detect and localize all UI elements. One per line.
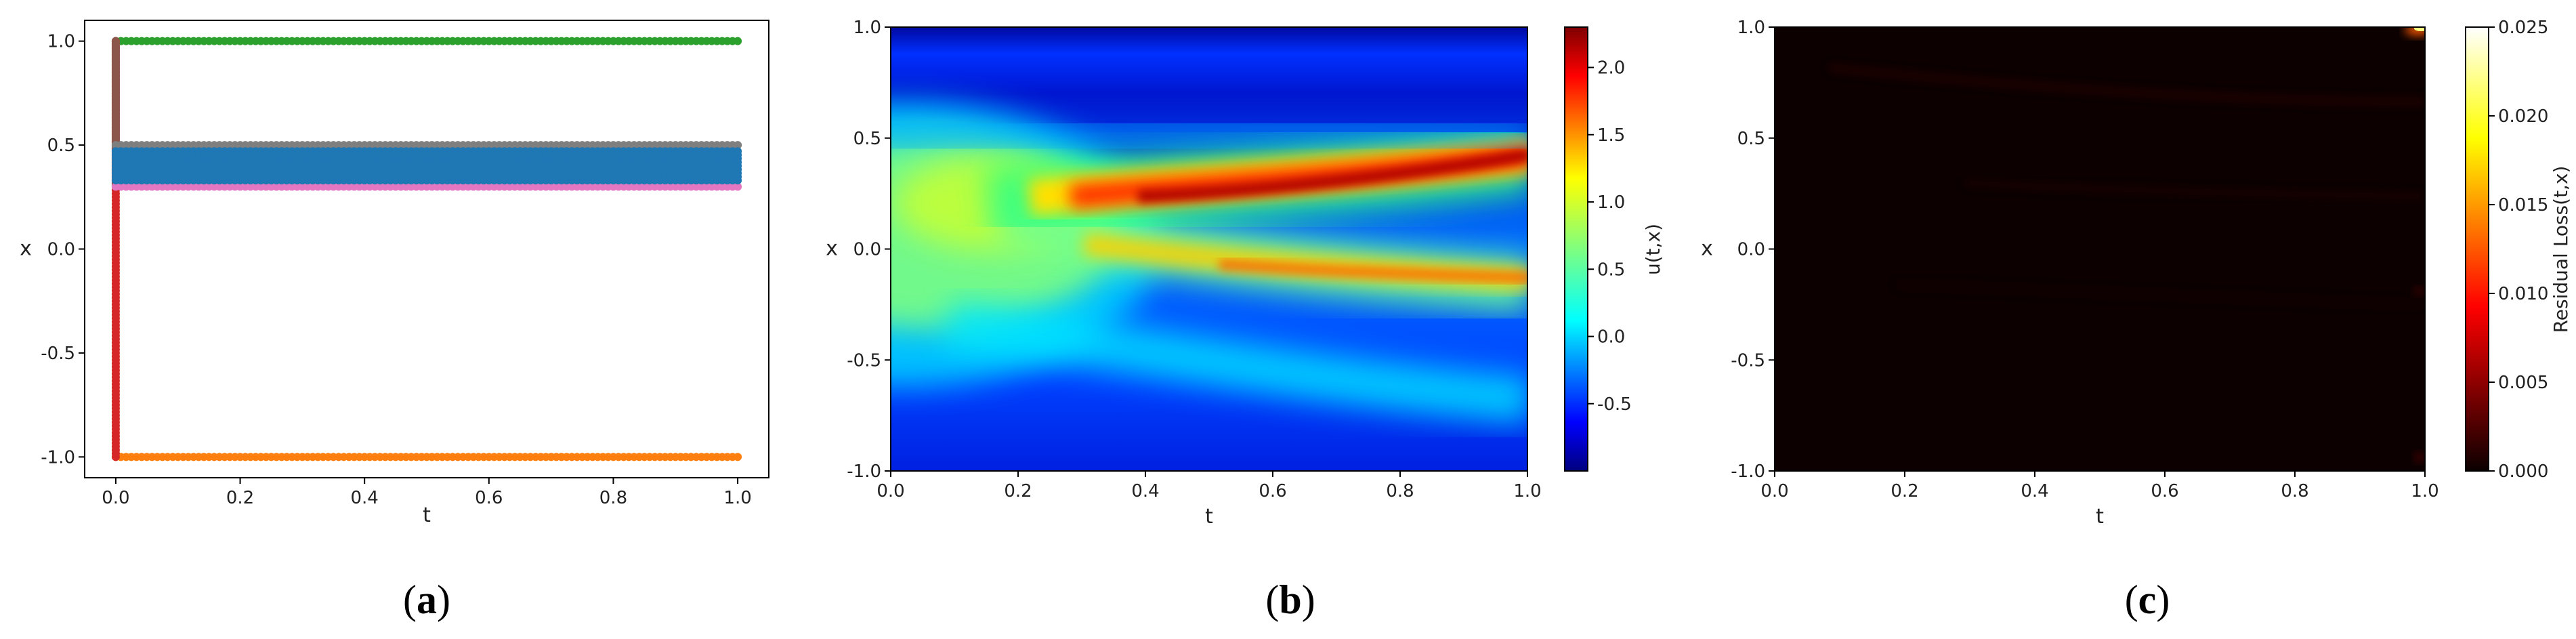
scatter-point <box>734 453 742 461</box>
panel-a-y-ticks: -1.0 -0.5 0.0 0.5 1.0 <box>41 32 85 468</box>
x-tick-label: 0.2 <box>226 488 254 508</box>
x-tick-label: 1.0 <box>1513 481 1541 501</box>
panel-c-label: (c) <box>2125 577 2170 622</box>
panel-c-xlabel: t <box>2096 505 2104 529</box>
y-tick-label: 0.0 <box>1737 240 1765 260</box>
series-orange-hline <box>111 453 742 461</box>
scatter-point <box>734 141 742 150</box>
x-tick-label: 0.8 <box>1386 481 1414 501</box>
colorbar-tick-label: 1.5 <box>1597 125 1625 146</box>
panel-c-colorbar <box>2465 26 2489 472</box>
y-tick-label: -1.0 <box>847 461 881 482</box>
x-tick-label: 0.0 <box>1760 481 1788 501</box>
panel-b-colorbar-label: u(t,x) <box>1642 224 1664 275</box>
panel-b-x-ticks: 0.0 0.2 0.4 0.6 0.8 1.0 <box>877 471 1542 501</box>
colorbar-tick-label: 0.005 <box>2498 373 2548 393</box>
panel-a-ylabel: x <box>20 237 32 261</box>
x-tick-label: 0.6 <box>475 488 503 508</box>
panel-b-heatmap: 0.0 0.2 0.4 0.6 0.8 1.0 -1.0 -0.5 0.0 0.5 1.0 t x… <box>826 18 1664 529</box>
colorbar-tick-label: 2.0 <box>1597 58 1625 79</box>
x-tick-label: 0.4 <box>1131 481 1159 501</box>
colorbar-tick-label: 0.5 <box>1597 260 1625 280</box>
colorbar-tick-label: 0.010 <box>2498 284 2548 304</box>
panel-a-x-ticks: 0.0 0.2 0.4 0.6 0.8 1.0 <box>102 478 752 508</box>
x-tick-label: 0.8 <box>599 488 627 508</box>
x-tick-label: 0.2 <box>1004 481 1032 501</box>
x-tick-label: 0.0 <box>877 481 904 501</box>
y-tick-label: 0.0 <box>47 240 75 260</box>
scatter-point <box>734 37 742 45</box>
colorbar-tick-label: 0.0 <box>1597 327 1625 348</box>
x-tick-label: 0.6 <box>1259 481 1286 501</box>
y-tick-label: -0.5 <box>41 344 75 364</box>
x-tick-label: 1.0 <box>2411 481 2438 501</box>
panel-a-label: (a) <box>403 577 450 622</box>
panel-b-ylabel: x <box>826 237 838 261</box>
colorbar-tick-label: 1.0 <box>1597 192 1625 213</box>
panel-a-axes-frame <box>84 20 769 478</box>
panel-c-y-ticks: -1.0 -0.5 0.0 0.5 1.0 <box>1731 18 1775 482</box>
series-pink-hline <box>111 182 742 191</box>
panel-a-scatter: 0.0 0.2 0.4 0.6 0.8 1.0 -1.0 -0.5 0.0 0.5 1.0 t x <box>20 20 769 527</box>
x-tick-label: 1.0 <box>723 488 751 508</box>
panel-b-colorbar-ticks: -0.5 0.0 0.5 1.0 1.5 2.0 <box>1588 58 1632 415</box>
panel-b-xlabel: t <box>1205 505 1213 529</box>
y-tick-label: 0.5 <box>853 129 881 149</box>
series-gray-hline <box>111 141 742 150</box>
panel-b-field <box>891 27 1527 471</box>
y-tick-label: 1.0 <box>1737 18 1765 38</box>
panel-c-x-ticks: 0.0 0.2 0.4 0.6 0.8 1.0 <box>1760 471 2439 501</box>
x-tick-label: 0.0 <box>102 488 129 508</box>
x-tick-label: 0.4 <box>2021 481 2048 501</box>
y-tick-label: -1.0 <box>41 447 75 468</box>
panel-c-ylabel: x <box>1701 237 1713 261</box>
y-tick-label: 1.0 <box>47 32 75 52</box>
panel-c-field <box>1775 27 2425 471</box>
colorbar-tick-label: 0.000 <box>2498 461 2548 482</box>
x-tick-label: 0.6 <box>2151 481 2178 501</box>
panel-b-y-ticks: -1.0 -0.5 0.0 0.5 1.0 <box>847 18 891 482</box>
colorbar-tick-label: -0.5 <box>1597 394 1632 415</box>
colorbar-tick-label: 0.015 <box>2498 195 2548 215</box>
scatter-point <box>734 182 742 191</box>
x-tick-label: 0.2 <box>1891 481 1918 501</box>
panel-a-xlabel: t <box>423 503 431 527</box>
x-tick-label: 0.4 <box>351 488 379 508</box>
colorbar-tick-label: 0.025 <box>2498 18 2548 38</box>
x-tick-label: 0.8 <box>2281 481 2308 501</box>
series-blue-band <box>111 147 742 185</box>
scatter-point <box>111 37 120 45</box>
y-tick-label: -0.5 <box>847 350 881 371</box>
panel-c-colorbar-label: Residual Loss(t,x) <box>2550 166 2572 333</box>
panel-c-colorbar-ticks: 0.000 0.005 0.010 0.015 0.020 0.025 <box>2489 18 2548 482</box>
y-tick-label: 1.0 <box>853 18 881 38</box>
scatter-point <box>734 147 742 156</box>
panel-a-marks <box>111 37 742 461</box>
colorbar-tick-label: 0.020 <box>2498 106 2548 127</box>
y-tick-label: 0.5 <box>1737 129 1765 149</box>
series-green-hline <box>111 37 742 45</box>
panel-b-colorbar <box>1564 26 1588 472</box>
y-tick-label: -0.5 <box>1731 350 1765 371</box>
y-tick-label: 0.5 <box>47 136 75 156</box>
panel-c-heatmap: 0.0 0.2 0.4 0.6 0.8 1.0 -1.0 -0.5 0.0 0.5 1.0 t x… <box>1701 18 2572 529</box>
y-tick-label: -1.0 <box>1731 461 1765 482</box>
panel-b-label: (b) <box>1265 577 1315 622</box>
y-tick-label: 0.0 <box>853 240 881 260</box>
